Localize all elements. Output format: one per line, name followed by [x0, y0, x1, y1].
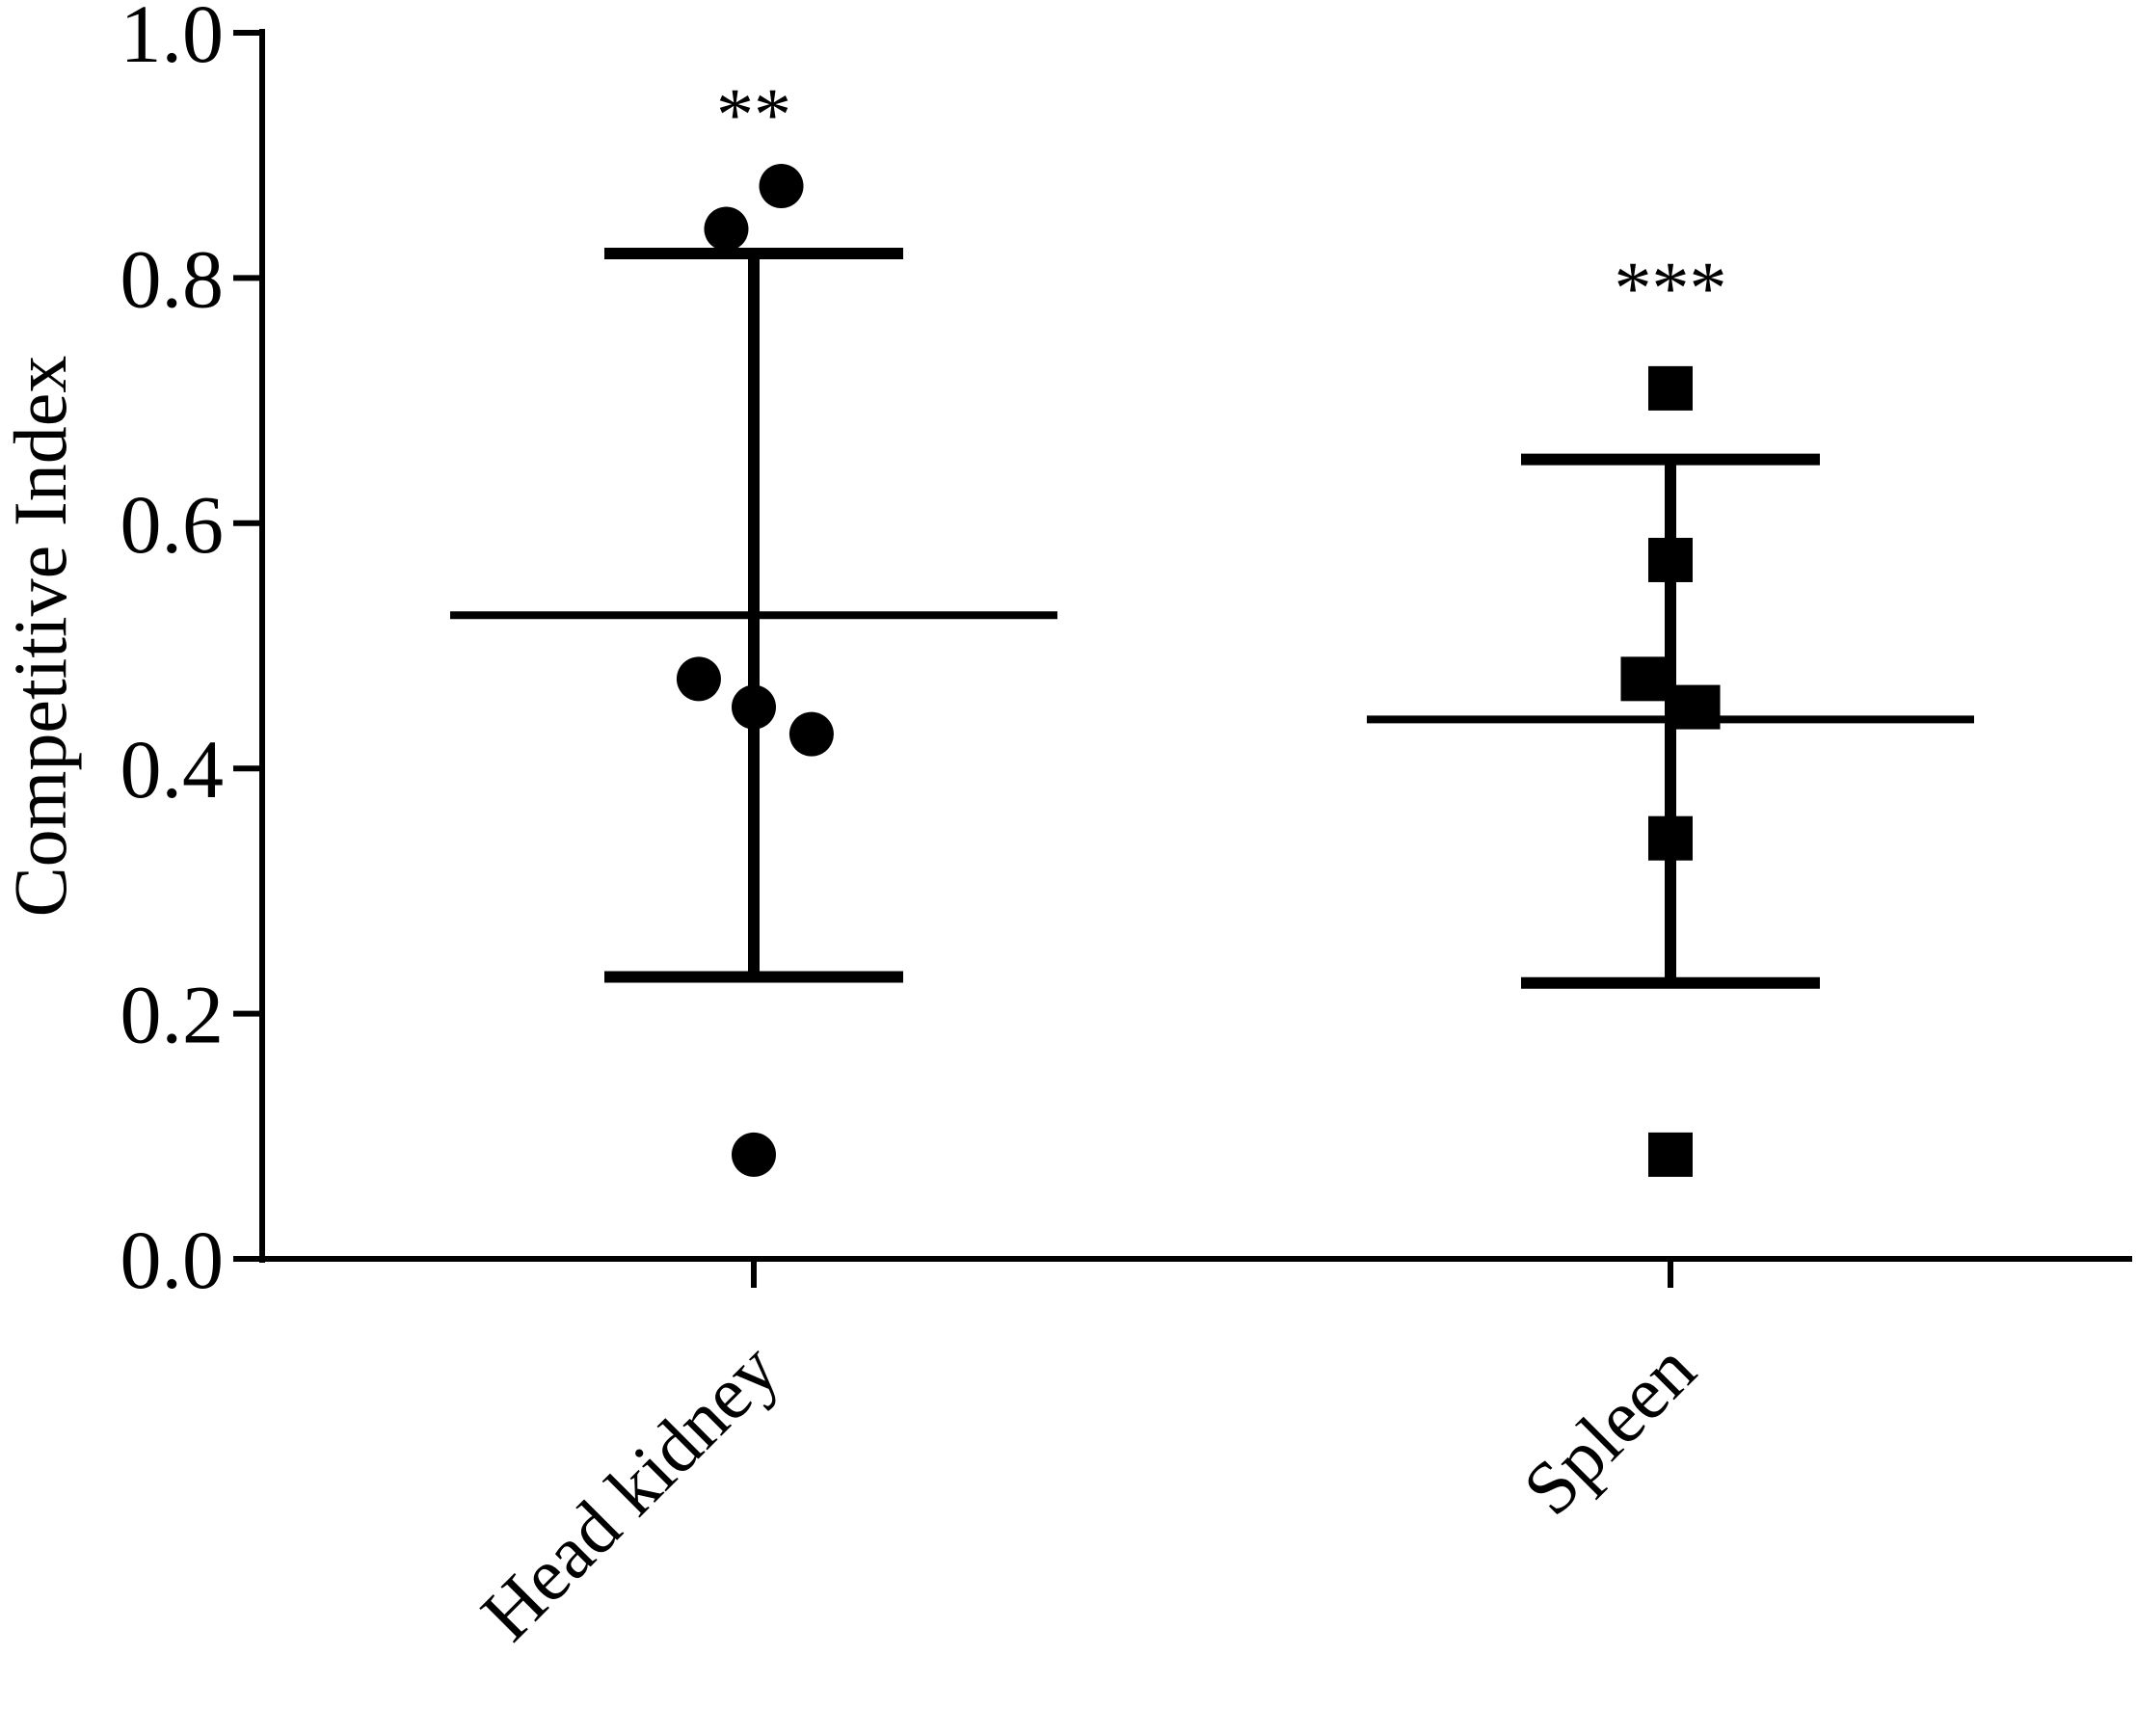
y-axis-title: Competitive Index: [0, 356, 82, 918]
data-point: [759, 164, 804, 208]
data-point: [788, 711, 834, 757]
x-tick-label: Spleen: [1507, 1327, 1711, 1532]
data-point: [1648, 537, 1693, 582]
y-tick-label: 0.0: [120, 1214, 225, 1306]
data-point: [732, 1132, 776, 1177]
y-tick-label: 0.4: [120, 723, 225, 815]
data-layer: *****: [450, 72, 1974, 1177]
data-point: [1648, 1132, 1693, 1177]
axes: 0.0 0.2 0.4 0.6 0.8 1.0 Head kidney Spleen: [120, 0, 2132, 1657]
data-point: [1675, 684, 1721, 730]
data-point: [1648, 365, 1693, 411]
data-point: [732, 684, 776, 730]
y-tick-label: 0.2: [120, 969, 225, 1061]
data-point: [676, 656, 721, 702]
y-tick-label: 1.0: [120, 0, 225, 80]
significance-label: **: [716, 72, 791, 156]
data-point: [1620, 656, 1666, 702]
y-tick-label: 0.8: [120, 232, 225, 325]
data-point: [1648, 815, 1693, 861]
y-tick-label: 0.6: [120, 478, 225, 571]
x-tick-label: Head kidney: [465, 1327, 794, 1657]
significance-label: ***: [1615, 246, 1727, 330]
data-point: [704, 206, 749, 252]
